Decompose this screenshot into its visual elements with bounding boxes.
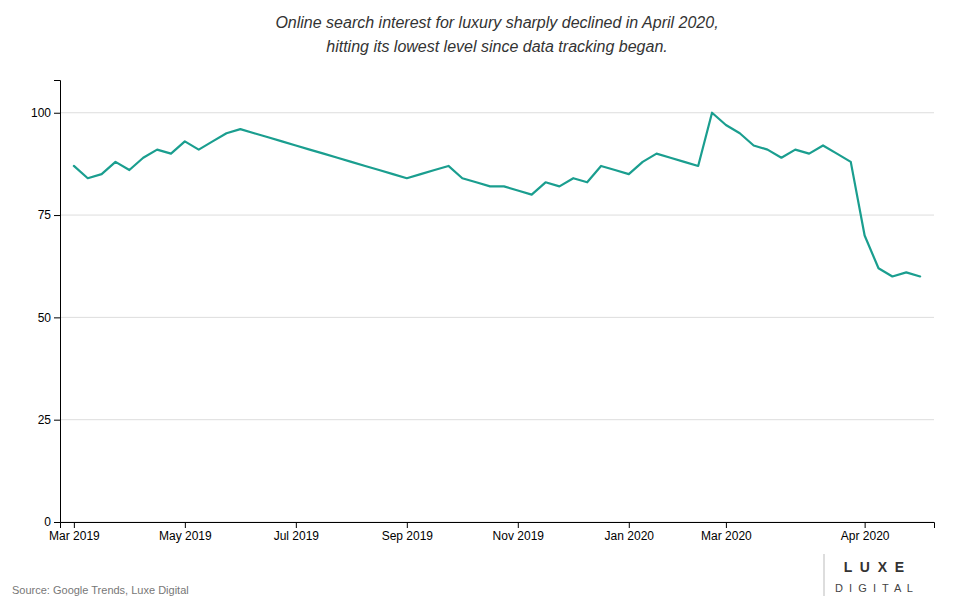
x-tick-mark [629, 522, 630, 528]
x-tick: May 2019 [159, 522, 212, 543]
x-tick-mark [518, 522, 519, 528]
y-tick-mark [54, 215, 60, 216]
x-tick-label: Mar 2020 [701, 529, 752, 543]
y-tick-label: 100 [31, 106, 51, 120]
logo-line2: D I G I T A L [835, 582, 913, 594]
separator [824, 554, 825, 596]
y-tick: 25 [38, 413, 60, 427]
y-axis: 0 25 50 75 100 [31, 81, 61, 530]
y-tick-mark [54, 113, 60, 114]
x-tick-label: Sep 2019 [382, 529, 434, 543]
x-tick: Mar 2019 [49, 522, 100, 543]
grid-line [60, 317, 934, 318]
y-tick-mark [54, 420, 60, 421]
y-tick-label: 50 [38, 311, 52, 325]
y-tick: 75 [38, 208, 60, 222]
y-tick: 50 [38, 311, 60, 325]
grid-line [60, 215, 934, 216]
title: Online search interest for luxury sharpl… [275, 14, 718, 31]
x-tick: Mar 2020 [701, 522, 752, 543]
x-axis-line [61, 523, 935, 529]
x-tick: Jan 2020 [605, 522, 655, 543]
x-tick-mark [726, 522, 727, 528]
x-tick: Nov 2019 [493, 522, 545, 543]
y-axis-line [54, 81, 61, 523]
subtitle: hitting its lowest level since data trac… [326, 38, 668, 55]
x-tick-label: May 2019 [159, 529, 212, 543]
x-tick-mark [865, 522, 866, 528]
x-tick-label: Apr 2020 [841, 529, 890, 543]
y-tick-mark [54, 522, 60, 523]
y-tick-label: 75 [38, 208, 52, 222]
x-tick-label: Mar 2019 [49, 529, 100, 543]
line [74, 113, 920, 277]
chart: Mar 2019 May 2019 Jul 2019 Sep 2019 Nov 2019… [0, 0, 974, 604]
x-axis: Mar 2019 May 2019 Jul 2019 Sep 2019 Nov 2019… [49, 522, 934, 543]
y-tick-mark [54, 317, 60, 318]
grid-line [60, 112, 934, 113]
y-tick: 100 [31, 106, 60, 120]
y-tick-label: 25 [38, 413, 52, 427]
x-tick: Apr 2020 [841, 522, 890, 543]
x-tick-label: Jul 2019 [274, 529, 320, 543]
y-tick-label: 0 [44, 515, 51, 529]
marks [74, 113, 920, 277]
logo-line1: L U X E [844, 559, 904, 575]
x-tick-mark [74, 522, 75, 528]
source: Source: Google Trends, Luxe Digital [12, 584, 189, 596]
x-tick-mark [185, 522, 186, 528]
x-tick-label: Jan 2020 [605, 529, 655, 543]
grid [60, 113, 934, 522]
plot: Mar 2019 May 2019 Jul 2019 Sep 2019 Nov 2019… [31, 81, 935, 543]
x-tick-mark [296, 522, 297, 528]
x-tick: Sep 2019 [382, 522, 434, 543]
x-tick: Jul 2019 [274, 522, 320, 543]
x-tick-mark [407, 522, 408, 528]
x-tick-label: Nov 2019 [493, 529, 545, 543]
y-tick: 0 [44, 515, 60, 529]
grid-line [60, 419, 934, 420]
